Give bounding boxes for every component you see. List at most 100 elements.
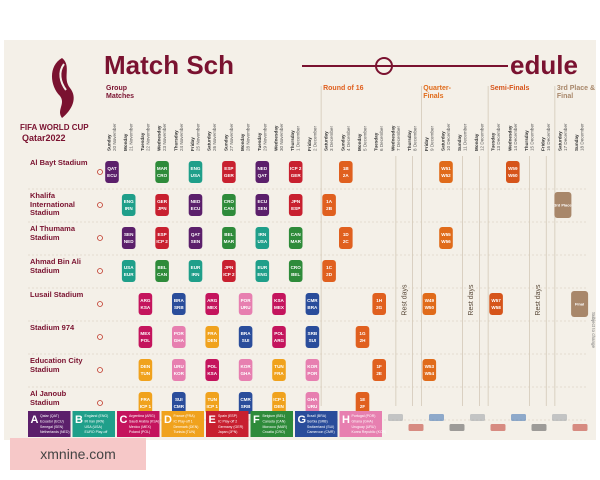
team-1: TUN	[207, 397, 217, 402]
team-2: 2D	[326, 272, 333, 277]
match: QAT ECU	[105, 161, 119, 183]
match-badge	[489, 293, 503, 315]
team-2: SEN	[191, 239, 201, 244]
team-1: ARG	[207, 298, 218, 303]
team-1: CAN	[291, 232, 302, 237]
team-2: W58	[491, 305, 501, 310]
group-letter: C	[120, 414, 128, 426]
team-2: ICP 2	[156, 239, 168, 244]
date: 17 December	[563, 123, 568, 151]
note: Subject to change	[591, 312, 596, 349]
match: ESP ICP 2	[155, 227, 169, 249]
match: CAN MAR	[288, 227, 303, 249]
team-2: 2E	[376, 371, 382, 376]
match: BEL MAR	[222, 227, 236, 249]
match-badge	[322, 260, 336, 282]
date: 5 December	[363, 126, 368, 151]
weekday: Friday	[190, 137, 195, 151]
match: URU KOR	[172, 359, 186, 381]
team-2: MAR	[290, 239, 301, 244]
team-2: CAN	[224, 206, 235, 211]
group-team: Argentina (ARG)	[129, 414, 155, 418]
team-1: ENG	[124, 199, 134, 204]
team-2: SUI	[242, 338, 250, 343]
date: 30 November	[279, 123, 284, 151]
weekday: Saturday	[441, 131, 446, 151]
team-1: SUI	[175, 397, 183, 402]
team-2: ICP 1	[140, 404, 152, 409]
match-badge	[305, 392, 320, 414]
match: ICP 2 GER	[288, 161, 303, 183]
group-team: Brazil (BRA)	[307, 414, 326, 418]
team-2: EUR	[124, 272, 134, 277]
team-1: SEN	[124, 232, 134, 237]
title-end: edule	[510, 50, 578, 80]
team-2: SRB	[241, 404, 251, 409]
match-badge	[571, 291, 589, 317]
match: SUI CMR	[172, 392, 186, 414]
weekday: Saturday	[207, 131, 212, 151]
match: KOR POR	[305, 359, 320, 381]
team-1: 1A	[326, 199, 333, 204]
team-1: MAR	[157, 166, 168, 171]
team-2: JPN	[158, 206, 168, 211]
match: CMR BRA	[305, 293, 320, 315]
team-2: NED	[124, 239, 134, 244]
weekday: Saturday	[557, 131, 562, 151]
team-2: GER	[291, 173, 302, 178]
match: NED ECU	[188, 194, 203, 216]
date: 2 December	[312, 126, 317, 151]
team-2: ARG	[274, 338, 285, 343]
team-2: USA	[191, 173, 201, 178]
logo-line2: Qatar2022	[22, 133, 66, 143]
match: KOR GHA	[238, 359, 253, 381]
match-badge	[105, 161, 119, 183]
match-badge	[205, 359, 219, 381]
weekday: Tuesday	[491, 132, 496, 151]
match-badge	[305, 293, 320, 315]
team-2: 2A	[343, 173, 350, 178]
team-1: BRA	[174, 298, 185, 303]
date: 12 December	[479, 123, 484, 151]
match-badge	[439, 227, 453, 249]
match-badge	[188, 260, 203, 282]
group-team: Belgium (BEL)	[263, 414, 286, 418]
date: 20 November	[112, 123, 117, 151]
team-2: CAN	[157, 272, 168, 277]
match: KSA MEX	[272, 293, 286, 315]
group-team: Ecuador (ECU)	[40, 419, 64, 423]
team-2: DEN	[207, 338, 217, 343]
team-2: IRN	[125, 206, 134, 211]
weekday: Wednesday	[274, 125, 279, 151]
sponsor-logo	[511, 414, 526, 421]
match: GER JPN	[155, 194, 169, 216]
match: SRB SUI	[305, 326, 320, 348]
team-2: QAT	[258, 173, 268, 178]
match-badge	[205, 392, 219, 414]
date: 21 November	[129, 123, 134, 151]
team-1: BEL	[158, 265, 167, 270]
team-2: TUN	[141, 371, 151, 376]
weekday: Sunday	[574, 134, 579, 151]
group-team: Uruguay (URU)	[352, 425, 376, 429]
team-1: MEX	[140, 331, 151, 336]
match-badge	[372, 359, 386, 381]
match-badge	[339, 161, 353, 183]
match: FRA DEN	[205, 326, 219, 348]
team-2: KSA	[207, 371, 217, 376]
match-badge	[255, 260, 270, 282]
group-team: USA (USA)	[85, 425, 103, 429]
group-team: Morocco (MAR)	[263, 425, 288, 429]
match-badge	[222, 260, 236, 282]
match: ARG KSA	[138, 293, 153, 315]
weekday: Friday	[541, 137, 546, 151]
date: 3 December	[329, 126, 334, 151]
weekday: Thursday	[524, 130, 529, 151]
match: CRO CAN	[222, 194, 236, 216]
match-badge	[305, 359, 320, 381]
team-2: MAR	[224, 239, 235, 244]
group-box	[28, 411, 71, 437]
team-1: W53	[425, 364, 435, 369]
match-badge	[138, 359, 153, 381]
